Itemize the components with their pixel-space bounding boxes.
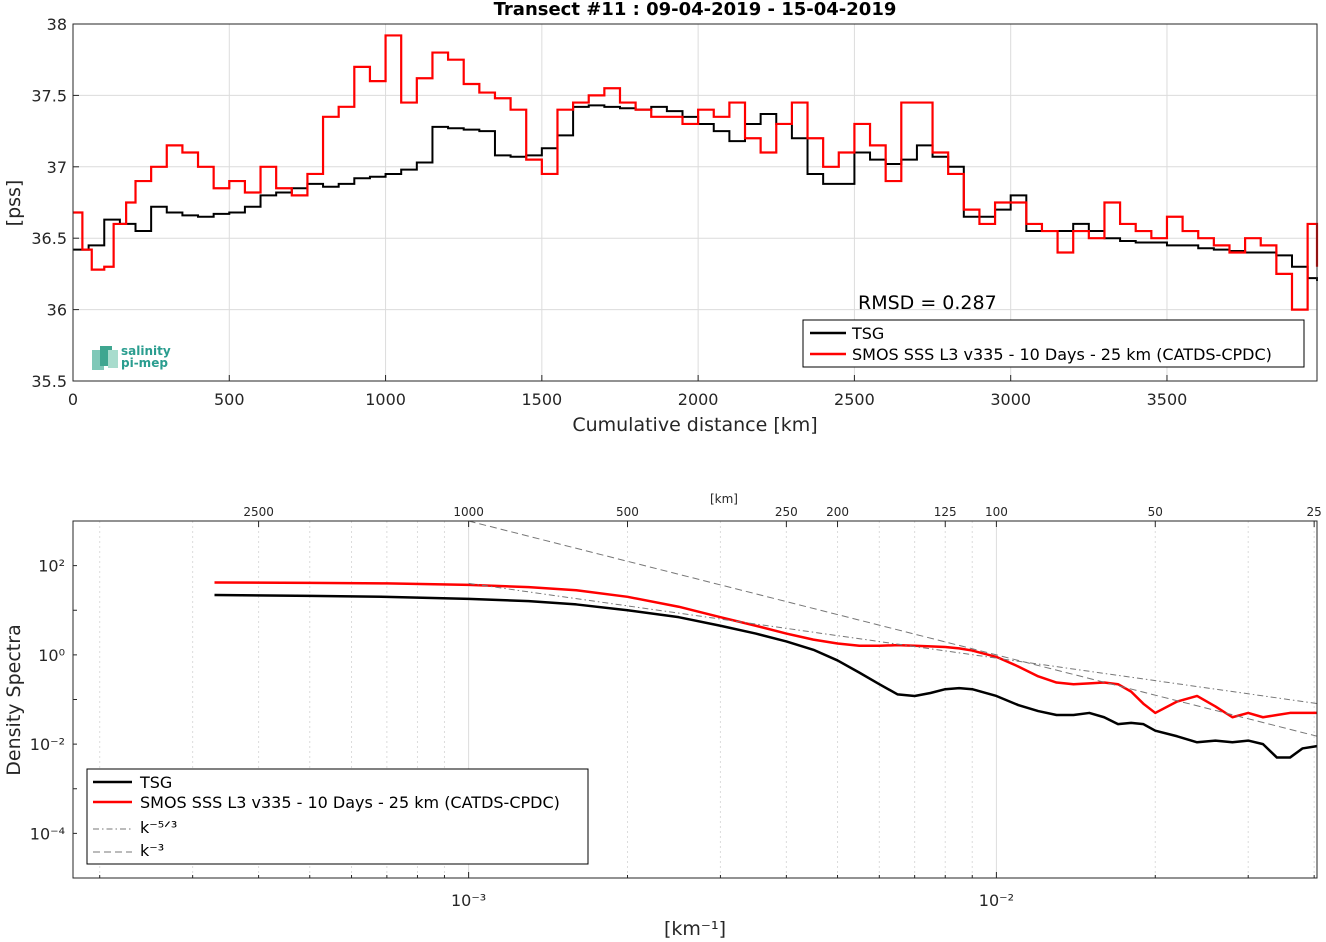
top-x-tick-label: 3000: [990, 390, 1031, 409]
bottom-x-tick-label: 10⁻³: [451, 891, 486, 910]
smos-salinity-line: [73, 34, 1319, 311]
top-x-tick-label: 2500: [834, 390, 875, 409]
bottom-x-tick-label: 10⁻²: [979, 891, 1014, 910]
bottom-legend-k3-label: k⁻³: [140, 841, 164, 860]
bottom-tick-labels: 10⁻³ 10⁻² 10⁻⁴ 10⁻² 10⁰ 10² 2500 1000 500 250 200 1…: [30, 505, 1322, 910]
top-y-axis-label: [pss]: [3, 180, 25, 227]
rmsd-annotation: RMSD = 0.287: [858, 292, 997, 314]
logo-text-line-2: pi-mep: [121, 356, 168, 370]
top-km-tick-label: 25: [1307, 505, 1322, 519]
top-x-tick-label: 2000: [678, 390, 719, 409]
bottom-legend-k53-label: k⁻⁵ᐟ³: [140, 818, 177, 837]
top-km-tick-label: 500: [616, 505, 639, 519]
bottom-plot-frame: [72, 520, 1318, 879]
top-y-tick-label: 36.5: [31, 229, 67, 248]
bottom-legend-smos-label: SMOS SSS L3 v335 - 10 Days - 25 km (CATD…: [140, 793, 560, 812]
bottom-series: [214, 520, 1318, 759]
tsg-spectrum-line: [214, 593, 1318, 759]
spectra-panel: 10⁻³ 10⁻² 10⁻⁴ 10⁻² 10⁰ 10² 2500 1000 500 250 200 1…: [3, 492, 1322, 940]
top-legend: TSG SMOS SSS L3 v335 - 10 Days - 25 km (…: [802, 319, 1305, 368]
top-tick-labels: 0 500 1000 1500 2000 2500 3000 3500 35.5 36 36.5 37…: [31, 15, 1187, 409]
top-km-tick-label: 2500: [243, 505, 274, 519]
salinity-pi-mep-logo: salinity pi-mep: [92, 344, 171, 370]
top-x-tick-label: 1000: [365, 390, 406, 409]
top-x-tick-label: 3500: [1147, 390, 1188, 409]
top-km-tick-label: 125: [934, 505, 957, 519]
bottom-y-axis-label: Density Spectra: [3, 624, 25, 775]
top-km-tick-label: 200: [826, 505, 849, 519]
bottom-legend: TSG SMOS SSS L3 v335 - 10 Days - 25 km (…: [86, 768, 589, 865]
bottom-legend-box: [86, 768, 589, 865]
top-km-tick-label: 100: [985, 505, 1008, 519]
top-x-tick-label: 1500: [521, 390, 562, 409]
top-axis-unit-label: [km]: [710, 492, 738, 506]
top-x-tick-label: 0: [68, 390, 78, 409]
top-y-tick-label: 37: [47, 158, 67, 177]
top-series: [73, 34, 1319, 311]
bottom-y-tick-label: 10⁻²: [30, 735, 65, 754]
top-x-axis-label: Cumulative distance [km]: [572, 414, 817, 436]
logo-text-line-1: salinity: [121, 344, 171, 358]
top-km-tick-label: 50: [1148, 505, 1163, 519]
top-legend-box: [802, 319, 1305, 368]
bottom-legend-tsg-label: TSG: [139, 773, 172, 792]
top-x-tick-label: 500: [214, 390, 245, 409]
top-km-tick-label: 1000: [453, 505, 484, 519]
logo-block-3: [108, 350, 118, 368]
top-legend-tsg-label: TSG: [851, 324, 884, 343]
transect-panel: Transect #11 : 09-04-2019 - 15-04-2019 0…: [3, 0, 1319, 436]
bottom-x-axis-label: [km⁻¹]: [664, 918, 726, 940]
top-km-tick-label: 250: [775, 505, 798, 519]
smos-spectrum-line: [214, 581, 1317, 719]
top-plot-frame: [72, 23, 1318, 382]
bottom-y-tick-label: 10²: [38, 557, 65, 576]
top-y-tick-label: 38: [47, 15, 67, 34]
chart-title: Transect #11 : 09-04-2019 - 15-04-2019: [494, 0, 897, 20]
bottom-y-tick-label: 10⁻⁴: [30, 824, 65, 843]
top-legend-smos-label: SMOS SSS L3 v335 - 10 Days - 25 km (CATD…: [852, 345, 1272, 364]
top-y-tick-label: 37.5: [31, 86, 67, 105]
top-y-tick-label: 36: [47, 301, 67, 320]
bottom-y-tick-label: 10⁰: [38, 646, 65, 665]
k-minus-3-reference-line: [468, 520, 1318, 737]
top-y-tick-label: 35.5: [31, 372, 67, 391]
k-minus-5-3-reference-line: [468, 582, 1318, 705]
